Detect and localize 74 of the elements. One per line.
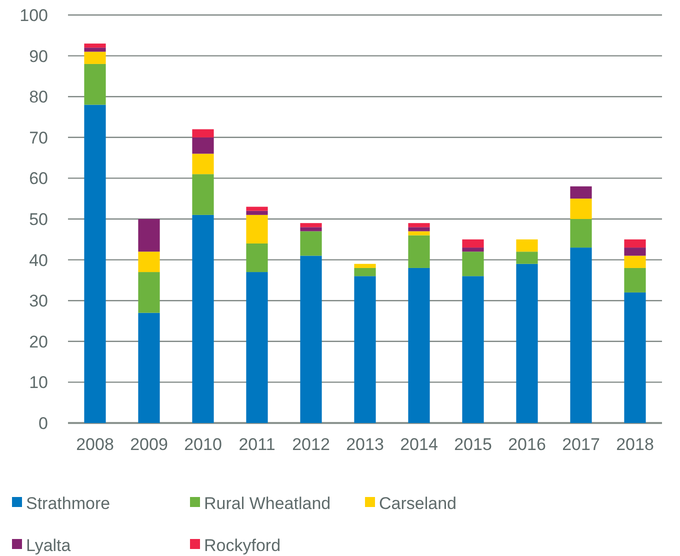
bar	[192, 174, 214, 215]
x-tick-label: 2009	[130, 435, 168, 454]
y-tick-label: 60	[29, 169, 48, 188]
bar	[300, 223, 322, 228]
bar	[192, 129, 214, 138]
bar	[462, 252, 484, 276]
x-tick-label: 2016	[508, 435, 546, 454]
x-tick-label: 2008	[76, 435, 114, 454]
bar	[516, 252, 538, 264]
bar	[570, 219, 592, 248]
y-tick-label: 20	[29, 332, 48, 352]
bar	[462, 248, 484, 252]
bar	[408, 223, 430, 228]
bar	[354, 264, 376, 268]
legend-label: Lyalta	[26, 536, 72, 555]
y-tick-label: 30	[29, 292, 48, 311]
bar	[570, 248, 592, 423]
bar	[462, 276, 484, 423]
bar	[300, 256, 322, 423]
bar	[516, 239, 538, 252]
y-tick-label: 80	[29, 88, 48, 107]
bar	[570, 186, 592, 199]
bar	[246, 210, 268, 215]
bar	[408, 227, 430, 232]
bar	[138, 219, 160, 252]
bar	[246, 243, 268, 272]
y-tick-label: 50	[29, 210, 48, 229]
bar	[84, 44, 106, 48]
y-tick-label: 10	[29, 373, 48, 392]
y-tick-label: 70	[29, 128, 48, 148]
bar	[192, 154, 214, 174]
bar	[138, 252, 160, 272]
bar	[192, 214, 214, 423]
bar	[354, 276, 376, 423]
bar	[138, 312, 160, 423]
y-tick-label: 100	[20, 6, 48, 25]
bar	[300, 231, 322, 256]
x-tick-label: 2017	[562, 435, 600, 454]
bar	[84, 52, 106, 64]
bar	[246, 206, 268, 211]
bar	[624, 292, 646, 423]
x-tick-label: 2011	[238, 435, 276, 454]
legend-label: Rockyford	[204, 536, 281, 555]
bar	[516, 264, 538, 423]
bar	[624, 268, 646, 292]
y-tick-label: 40	[29, 250, 48, 270]
legend-label: Carseland	[379, 494, 456, 513]
bar	[192, 137, 214, 154]
legend-label: Rural Wheatland	[204, 494, 331, 513]
x-tick-label: 2010	[184, 435, 222, 454]
bar	[84, 48, 106, 52]
bar	[408, 268, 430, 423]
bar	[300, 227, 322, 232]
bar	[624, 248, 646, 256]
bar	[246, 214, 268, 244]
bar	[624, 239, 646, 248]
x-tick-label: 2015	[454, 435, 492, 454]
bar	[246, 272, 268, 423]
x-tick-label: 2012	[292, 435, 330, 454]
bar	[462, 239, 484, 248]
bar	[84, 64, 106, 105]
bar	[138, 272, 160, 313]
x-tick-label: 2013	[346, 435, 384, 454]
bar	[408, 235, 430, 268]
bar	[570, 198, 592, 219]
x-tick-label: 2018	[616, 435, 654, 454]
bar	[84, 104, 106, 423]
y-tick-label: 0	[38, 414, 48, 433]
bar	[624, 256, 646, 268]
x-tick-label: 2014	[400, 435, 438, 454]
legend-label: Strathmore	[26, 494, 110, 513]
y-tick-label: 90	[29, 46, 48, 66]
bar	[408, 231, 430, 236]
bar	[354, 268, 376, 276]
